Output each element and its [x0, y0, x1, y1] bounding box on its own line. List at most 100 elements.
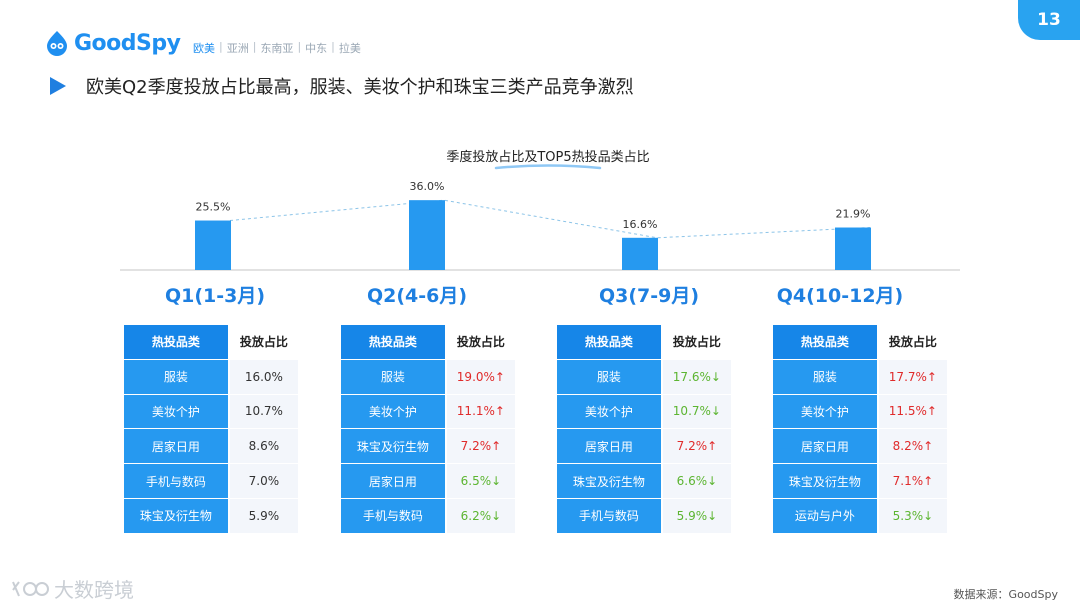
table-header-row: 热投品类 投放占比	[341, 325, 515, 360]
table-row: 美妆个护 10.7%	[124, 394, 298, 430]
category-cell: 服装	[773, 359, 877, 395]
share-cell: 7.2%↑	[662, 429, 731, 465]
table-row: 服装 16.0%	[124, 359, 298, 395]
region-item-southeast-asia[interactable]: 东南亚	[260, 42, 294, 55]
share-cell: 11.1%↑	[446, 394, 515, 430]
share-cell: 10.7%↓	[662, 394, 731, 430]
region-item-latin-america[interactable]: 拉美	[338, 42, 361, 55]
share-cell: 6.5%↓	[446, 464, 515, 499]
bar-value-label-3: 16.6%	[623, 218, 658, 231]
table-row: 美妆个护 11.5%↑	[773, 394, 947, 430]
share-cell: 17.6%↓	[662, 359, 731, 395]
category-cell: 美妆个护	[124, 394, 228, 430]
share-cell: 7.0%	[229, 464, 298, 499]
header-share: 投放占比	[446, 325, 515, 360]
category-cell: 运动与户外	[773, 498, 877, 534]
watermark-logo-icon	[12, 580, 49, 596]
category-cell: 居家日用	[773, 429, 877, 465]
goodspy-logo-icon	[47, 31, 67, 56]
table-row: 珠宝及衍生物 7.1%↑	[773, 464, 947, 499]
watermark: 大数跨境	[10, 574, 134, 603]
share-cell: 11.5%↑	[878, 394, 947, 430]
brand-name: GoodSpy	[74, 30, 181, 56]
category-cell: 服装	[341, 359, 445, 395]
category-cell: 服装	[124, 359, 228, 395]
table-row: 手机与数码 5.9%↓	[557, 498, 731, 534]
header-share: 投放占比	[878, 325, 947, 360]
bar-value-label-4: 21.9%	[836, 208, 871, 221]
table-row: 服装 17.6%↓	[557, 359, 731, 395]
table-row: 居家日用 8.2%↑	[773, 429, 947, 465]
table-row: 美妆个护 11.1%↑	[341, 394, 515, 430]
trend-line	[229, 199, 871, 239]
brand-logo: GoodSpy	[44, 30, 181, 56]
table-row: 珠宝及衍生物 7.2%↑	[341, 429, 515, 465]
region-item-asia[interactable]: 亚洲	[226, 42, 249, 55]
table-header-row: 热投品类 投放占比	[557, 325, 731, 360]
region-nav: 欧美 | 亚洲 | 东南亚 | 中东 | 拉美	[193, 40, 361, 55]
share-cell: 6.6%↓	[662, 464, 731, 499]
share-cell: 19.0%↑	[446, 359, 515, 395]
play-arrow-icon	[50, 77, 66, 95]
table-row: 服装 19.0%↑	[341, 359, 515, 395]
header-share: 投放占比	[662, 325, 731, 360]
header-category: 热投品类	[341, 325, 445, 360]
category-cell: 手机与数码	[557, 498, 661, 534]
table-row: 运动与户外 5.3%↓	[773, 498, 947, 534]
data-source: 数据来源：GoodSpy	[953, 588, 1058, 601]
category-cell: 居家日用	[557, 429, 661, 465]
table-header-row: 热投品类 投放占比	[773, 325, 947, 360]
category-cell: 珠宝及衍生物	[773, 464, 877, 499]
category-cell: 美妆个护	[773, 394, 877, 430]
table-row: 手机与数码 7.0%	[124, 464, 298, 499]
share-cell: 5.9%↓	[662, 498, 731, 534]
top5-table-q2: 热投品类 投放占比 服装 19.0%↑ 美妆个护 11.1%↑ 珠宝及衍生物 7.2%↑ 居家日…	[341, 325, 515, 534]
quarter-label-q1: Q1(1-3月)	[164, 285, 266, 307]
share-cell: 8.6%	[229, 429, 298, 465]
header-share: 投放占比	[229, 325, 298, 360]
category-cell: 珠宝及衍生物	[557, 464, 661, 499]
share-cell: 8.2%↑	[878, 429, 947, 465]
category-cell: 珠宝及衍生物	[124, 498, 228, 534]
table-row: 居家日用 7.2%↑	[557, 429, 731, 465]
table-row: 手机与数码 6.2%↓	[341, 498, 515, 534]
bar-2	[409, 200, 445, 270]
region-item-middle-east[interactable]: 中东	[305, 42, 328, 55]
header-category: 热投品类	[773, 325, 877, 360]
quarter-label-q3: Q3(7-9月)	[598, 285, 700, 307]
header-category: 热投品类	[124, 325, 228, 360]
share-cell: 16.0%	[229, 359, 298, 395]
headline-text: 欧美Q2季度投放占比最高，服装、美妆个护和珠宝三类产品竞争激烈	[86, 77, 634, 98]
header-category: 热投品类	[557, 325, 661, 360]
table-row: 居家日用 8.6%	[124, 429, 298, 465]
share-cell: 7.1%↑	[878, 464, 947, 499]
share-cell: 17.7%↑	[878, 359, 947, 395]
bar-4	[835, 227, 871, 270]
category-cell: 手机与数码	[341, 498, 445, 534]
table-row: 美妆个护 10.7%↓	[557, 394, 731, 430]
category-cell: 居家日用	[341, 464, 445, 499]
chart-title-underline	[494, 164, 602, 170]
page-number: 13	[1018, 0, 1080, 40]
table-row: 居家日用 6.5%↓	[341, 464, 515, 499]
category-cell: 珠宝及衍生物	[341, 429, 445, 465]
top5-table-q3: 热投品类 投放占比 服装 17.6%↓ 美妆个护 10.7%↓ 居家日用 7.2%↑ 珠宝及衍生…	[557, 325, 731, 534]
top5-table-q4: 热投品类 投放占比 服装 17.7%↑ 美妆个护 11.5%↑ 居家日用 8.2%↑ 珠宝及衍生…	[773, 325, 947, 534]
quarter-label-q2: Q2(4-6月)	[366, 285, 468, 307]
category-cell: 居家日用	[124, 429, 228, 465]
bar-1	[195, 220, 231, 270]
quarter-label-q4: Q4(10-12月)	[776, 285, 904, 307]
table-header-row: 热投品类 投放占比	[124, 325, 298, 360]
bar-value-label-2: 36.0%	[410, 180, 445, 193]
share-cell: 10.7%	[229, 394, 298, 430]
region-item-europe-america[interactable]: 欧美	[193, 42, 215, 55]
table-row: 珠宝及衍生物 5.9%	[124, 498, 298, 534]
headline: 欧美Q2季度投放占比最高，服装、美妆个护和珠宝三类产品竞争激烈	[48, 73, 634, 99]
chart-title: 季度投放占比及TOP5热投品类占比	[446, 150, 650, 165]
top5-table-q1: 热投品类 投放占比 服装 16.0% 美妆个护 10.7% 居家日用 8.6% 手机与数码 7.0…	[124, 325, 298, 534]
share-cell: 6.2%↓	[446, 498, 515, 534]
category-cell: 手机与数码	[124, 464, 228, 499]
share-cell: 5.3%↓	[878, 498, 947, 534]
share-cell: 5.9%	[229, 498, 298, 534]
bar-3	[622, 237, 658, 270]
